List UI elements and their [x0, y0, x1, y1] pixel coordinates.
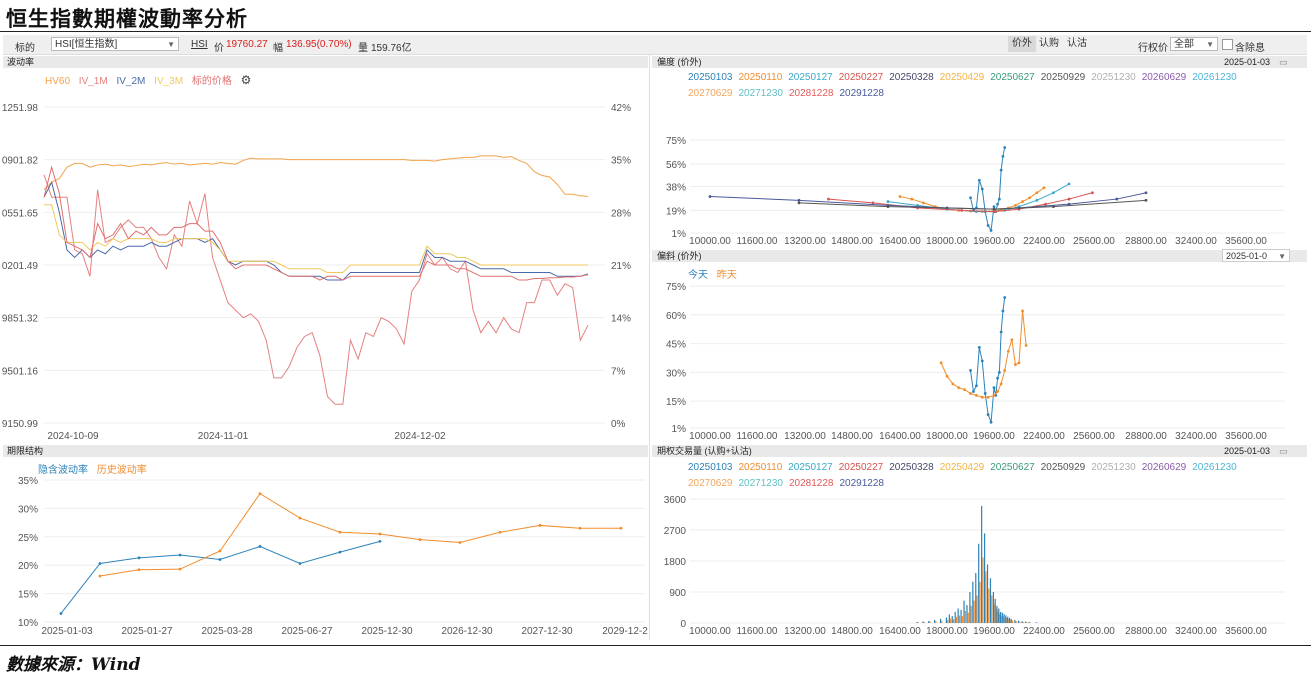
volume-x-tick: 22400.00 — [1023, 626, 1065, 637]
volume-bar-20250103 — [966, 605, 967, 623]
volume-bar-20250103 — [934, 620, 935, 623]
volume-bar-20250110 — [982, 558, 983, 623]
volume-x-tick: 28800.00 — [1125, 626, 1167, 637]
volume-bar-20250103 — [949, 614, 950, 623]
volume-y-tick: 2700 — [664, 526, 687, 537]
volume-bar-20250103 — [1011, 619, 1012, 623]
volume-bar-20250110 — [971, 606, 972, 623]
volume-bar-20250103 — [958, 609, 959, 623]
volume-x-tick: 32400.00 — [1175, 626, 1217, 637]
volume-bar-20250103 — [996, 606, 997, 623]
volume-x-tick: 10000.00 — [689, 626, 731, 637]
volume-bar-20250110 — [1023, 622, 1024, 623]
volume-bar-20250110 — [1016, 621, 1017, 623]
volume-bar-20250110 — [991, 595, 992, 623]
volume-bar-20250103 — [1002, 613, 1003, 623]
volume-bar-20250103 — [990, 578, 991, 623]
volume-bar-20250103 — [998, 609, 999, 623]
volume-x-tick: 25600.00 — [1073, 626, 1115, 637]
volume-bar-20250103 — [955, 612, 956, 623]
volume-bar-20250110 — [965, 611, 966, 623]
volume-bar-20250110 — [950, 619, 951, 623]
volume-x-tick: 35600.00 — [1225, 626, 1267, 637]
volume-bar-20250103 — [1000, 612, 1001, 623]
volume-bar-20250103 — [1036, 622, 1037, 623]
volume-bar-20250103 — [987, 564, 988, 623]
volume-bar-20250103 — [922, 622, 923, 623]
volume-bar-20250103 — [1009, 618, 1010, 623]
volume-bar-20250110 — [962, 616, 963, 623]
volume-bar-20250110 — [985, 571, 986, 623]
volume-x-tick: 18000.00 — [926, 626, 968, 637]
volume-bar-20250110 — [953, 619, 954, 623]
volume-bar-20250103 — [940, 619, 941, 623]
volume-bar-20250110 — [1012, 621, 1013, 623]
volume-x-tick: 19600.00 — [973, 626, 1015, 637]
volume-bar-20250110 — [1026, 622, 1027, 623]
volume-bar-20250103 — [1018, 621, 1019, 623]
volume-bar-20250110 — [941, 621, 942, 623]
volume-bar-20250103 — [916, 622, 917, 623]
volume-bar-20250110 — [959, 615, 960, 623]
volume-x-tick: 13200.00 — [784, 626, 826, 637]
volume-bar-20250103 — [984, 533, 985, 623]
volume-x-tick: 16400.00 — [879, 626, 921, 637]
volume-bar-20250103 — [972, 582, 973, 623]
volume-bar-20250103 — [995, 599, 996, 623]
volume-bar-20250103 — [1005, 615, 1006, 623]
volume-bar-20250103 — [1007, 617, 1008, 623]
volume-bar-20250103 — [969, 592, 970, 623]
volume-bar-20250103 — [928, 621, 929, 623]
volume-bar-20250103 — [952, 616, 953, 623]
volume-bar-20250110 — [947, 620, 948, 623]
volume-y-tick: 1800 — [664, 557, 687, 568]
volume-bar-20250110 — [935, 621, 936, 623]
volume-bar-20250103 — [975, 573, 976, 623]
volume-bar-20250103 — [963, 601, 964, 623]
volume-bar-20250110 — [1030, 622, 1031, 623]
volume-bar-20250103 — [981, 506, 982, 623]
volume-bar-20250110 — [956, 617, 957, 623]
volume-bar-20250110 — [968, 613, 969, 623]
volume-bar-20250103 — [993, 592, 994, 623]
volume-y-tick: 3600 — [664, 495, 687, 506]
volume-y-tick: 900 — [669, 588, 686, 599]
volume-bar-20250103 — [960, 610, 961, 623]
volume-x-tick: 11600.00 — [737, 626, 778, 637]
volume-bar-20250110 — [974, 601, 975, 623]
volume-bar-20250103 — [1021, 621, 1022, 623]
volume-bar-20250103 — [1029, 622, 1030, 623]
volume-bar-20250103 — [1014, 620, 1015, 623]
volume-bar-20250110 — [979, 582, 980, 623]
volume-bar-20250110 — [988, 589, 989, 623]
volume-bar-20250110 — [976, 595, 977, 623]
volume-bar-20250110 — [924, 622, 925, 623]
volume-bar-20250103 — [946, 617, 947, 623]
volume-bar-20250103 — [978, 544, 979, 623]
source-note: 數據來源：Wind — [6, 650, 141, 675]
volume-bar-20250103 — [1004, 614, 1005, 623]
volume-x-tick: 14800.00 — [831, 626, 873, 637]
volume-bar-20250110 — [918, 622, 919, 623]
volume-y-tick: 0 — [680, 619, 686, 630]
volume-bar-20250110 — [1019, 622, 1020, 623]
volume-bar-20250103 — [1025, 622, 1026, 623]
footer-rule — [0, 645, 1311, 646]
volume-bar-20250110 — [929, 622, 930, 623]
